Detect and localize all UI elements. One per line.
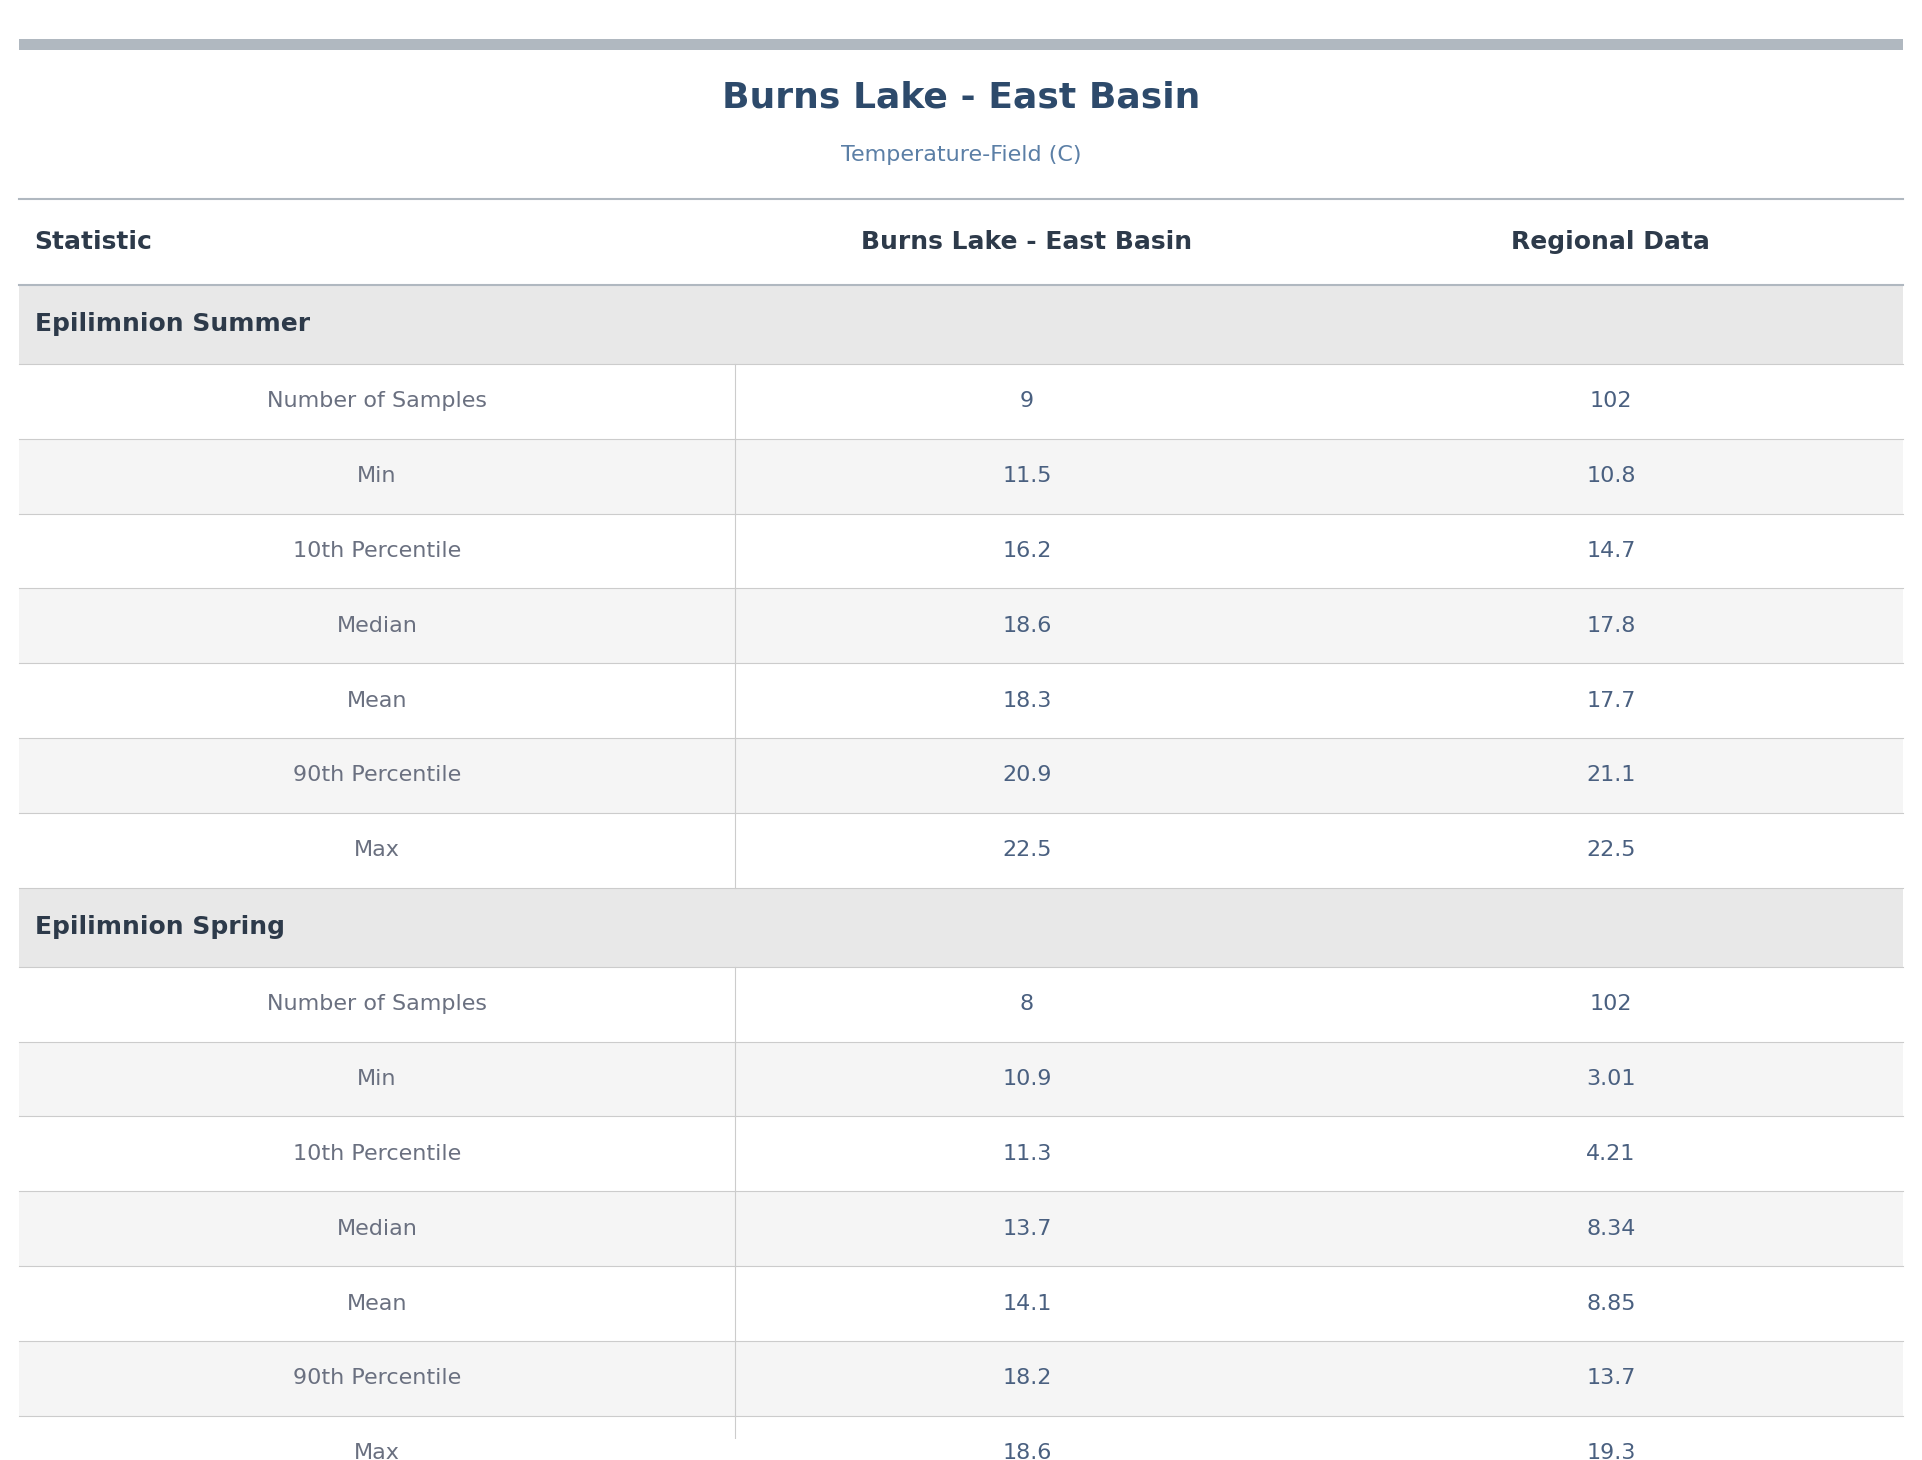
Text: 13.7: 13.7 xyxy=(1586,1368,1636,1388)
Text: 22.5: 22.5 xyxy=(1586,841,1636,860)
FancyBboxPatch shape xyxy=(19,967,1903,1041)
FancyBboxPatch shape xyxy=(19,588,1903,663)
Text: 10th Percentile: 10th Percentile xyxy=(292,1143,461,1164)
Text: 8.85: 8.85 xyxy=(1586,1294,1636,1314)
Text: 17.7: 17.7 xyxy=(1586,691,1636,711)
Text: 10.8: 10.8 xyxy=(1586,466,1636,486)
FancyBboxPatch shape xyxy=(19,813,1903,888)
FancyBboxPatch shape xyxy=(19,285,1903,364)
Text: 102: 102 xyxy=(1589,391,1632,412)
Text: 18.3: 18.3 xyxy=(1001,691,1051,711)
Text: 3.01: 3.01 xyxy=(1586,1069,1636,1089)
Text: 90th Percentile: 90th Percentile xyxy=(292,1368,461,1388)
Text: 9: 9 xyxy=(1021,391,1034,412)
Text: 22.5: 22.5 xyxy=(1001,841,1051,860)
Text: 10th Percentile: 10th Percentile xyxy=(292,542,461,561)
Text: Mean: Mean xyxy=(346,1294,407,1314)
Text: 14.7: 14.7 xyxy=(1586,542,1636,561)
FancyBboxPatch shape xyxy=(19,1191,1903,1266)
FancyBboxPatch shape xyxy=(19,1340,1903,1416)
FancyBboxPatch shape xyxy=(19,514,1903,588)
Text: Temperature-Field (C): Temperature-Field (C) xyxy=(840,146,1082,165)
Text: 14.1: 14.1 xyxy=(1001,1294,1051,1314)
Text: Median: Median xyxy=(336,1219,417,1238)
Text: Regional Data: Regional Data xyxy=(1511,229,1711,254)
Text: Number of Samples: Number of Samples xyxy=(267,994,486,1015)
FancyBboxPatch shape xyxy=(19,439,1903,514)
Text: Max: Max xyxy=(354,1442,400,1460)
Text: 102: 102 xyxy=(1589,994,1632,1015)
Text: 18.2: 18.2 xyxy=(1001,1368,1051,1388)
Text: 17.8: 17.8 xyxy=(1586,616,1636,637)
Text: Burns Lake - East Basin: Burns Lake - East Basin xyxy=(723,80,1199,115)
FancyBboxPatch shape xyxy=(19,663,1903,739)
Text: 21.1: 21.1 xyxy=(1586,765,1636,785)
Text: 90th Percentile: 90th Percentile xyxy=(292,765,461,785)
Text: 10.9: 10.9 xyxy=(1001,1069,1051,1089)
Text: 16.2: 16.2 xyxy=(1001,542,1051,561)
FancyBboxPatch shape xyxy=(19,1041,1903,1117)
FancyBboxPatch shape xyxy=(19,364,1903,439)
FancyBboxPatch shape xyxy=(19,1266,1903,1340)
Text: 11.3: 11.3 xyxy=(1001,1143,1051,1164)
Text: Mean: Mean xyxy=(346,691,407,711)
Text: Epilimnion Summer: Epilimnion Summer xyxy=(35,312,309,336)
Text: 20.9: 20.9 xyxy=(1001,765,1051,785)
Text: 8.34: 8.34 xyxy=(1586,1219,1636,1238)
Text: 18.6: 18.6 xyxy=(1001,1442,1051,1460)
Text: 8: 8 xyxy=(1021,994,1034,1015)
FancyBboxPatch shape xyxy=(19,1117,1903,1191)
FancyBboxPatch shape xyxy=(19,1416,1903,1460)
Text: Min: Min xyxy=(357,466,396,486)
Text: Median: Median xyxy=(336,616,417,637)
Text: Number of Samples: Number of Samples xyxy=(267,391,486,412)
Text: Min: Min xyxy=(357,1069,396,1089)
FancyBboxPatch shape xyxy=(19,739,1903,813)
Text: Statistic: Statistic xyxy=(35,229,152,254)
Text: 18.6: 18.6 xyxy=(1001,616,1051,637)
FancyBboxPatch shape xyxy=(19,888,1903,967)
Text: 19.3: 19.3 xyxy=(1586,1442,1636,1460)
Text: Burns Lake - East Basin: Burns Lake - East Basin xyxy=(861,229,1192,254)
Text: Max: Max xyxy=(354,841,400,860)
Text: 4.21: 4.21 xyxy=(1586,1143,1636,1164)
FancyBboxPatch shape xyxy=(19,39,1903,50)
Text: 11.5: 11.5 xyxy=(1001,466,1051,486)
Text: 13.7: 13.7 xyxy=(1001,1219,1051,1238)
Text: Epilimnion Spring: Epilimnion Spring xyxy=(35,915,284,939)
